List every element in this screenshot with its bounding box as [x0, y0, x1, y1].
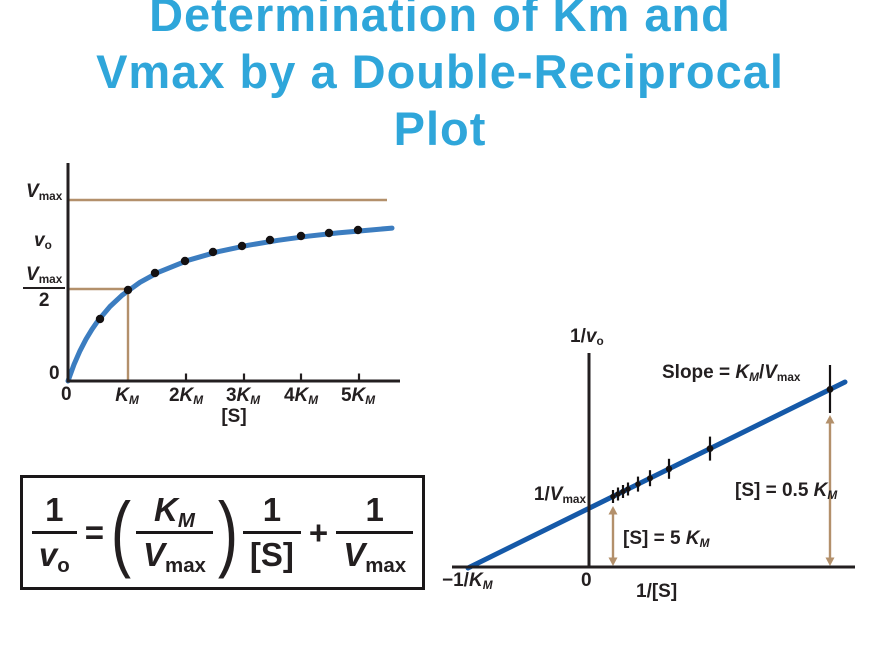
mm-origin-x-label: 0: [61, 384, 72, 405]
y-intercept-label: 1/Vmax: [533, 484, 586, 507]
eq-frac-1-over-s: 1 [S]: [242, 492, 301, 573]
lb-origin-label: 0: [581, 570, 592, 591]
mm-origin-y-label: 0: [49, 363, 60, 384]
lineweaver-burk-equation-box: 1 vo = ( KM Vmax ) 1 [S] + 1 Vmax: [20, 475, 425, 590]
mm-x-axis-ticks: [184, 373, 361, 381]
half-vmax-subscript: max: [38, 273, 63, 287]
lb-y-axis-label: 1/vo: [570, 326, 604, 349]
mm-curve: [65, 225, 395, 384]
half-vmax-reference-lines: [68, 287, 130, 380]
vmax-subscript: max: [38, 190, 63, 204]
eq-close-paren: ): [217, 484, 238, 579]
s-equals-5km-arrow: [608, 506, 618, 566]
half-vmax-axis-label: Vmax 2: [23, 264, 66, 312]
v0-axis-label: vo: [34, 230, 52, 252]
mm-axes: [66, 163, 400, 383]
title-line-1: Determination of Km and: [149, 0, 731, 41]
mm-plot-canvas: [65, 163, 400, 384]
eq-plus-sign: +: [308, 513, 329, 551]
mm-tick-3km: 3KM: [225, 385, 261, 408]
mm-tick-5km: 5KM: [340, 385, 376, 408]
title-line-2: Vmax by a Double-Reciprocal: [96, 45, 784, 98]
eq-frac-km-over-vmax: KM Vmax: [136, 492, 213, 577]
v0-subscript: o: [44, 239, 52, 253]
lb-plot-canvas: [452, 353, 855, 571]
vmax-symbol: V: [26, 181, 39, 202]
eq-equals-sign: =: [84, 513, 105, 551]
mm-data-points: [95, 225, 363, 324]
half-vmax-symbol: V: [26, 264, 39, 285]
lb-data-points: [610, 386, 834, 500]
lb-axes: [452, 353, 855, 569]
eq-frac-1-over-vmax: 1 Vmax: [336, 492, 414, 577]
mm-tick-2km: 2KM: [168, 385, 204, 408]
annotation-s-5km: [S] = 5 KM: [623, 528, 710, 551]
vmax-axis-label: Vmax: [26, 181, 62, 203]
v0-symbol: v: [34, 230, 45, 251]
mm-tick-4km: 4KM: [283, 385, 319, 408]
michaelis-menten-plot: Vmax vo Vmax 2 0 0 KM 2KM 3KM 4KM 5KM [S…: [0, 160, 440, 460]
slope-label: Slope = KM/Vmax: [662, 362, 801, 385]
double-reciprocal-plot: 1/vo Slope = KM/Vmax 1/Vmax [S] = 5 KM […: [440, 320, 880, 620]
annotation-s-half-km: [S] = 0.5 KM: [735, 480, 838, 503]
lb-x-axis-label: 1/[S]: [636, 581, 678, 602]
mm-tick-km: KM: [115, 385, 139, 408]
slide-title: Determination of Km and Vmax by a Double…: [0, 0, 880, 157]
lb-regression-line: [465, 379, 848, 571]
x-intercept-label: −1/KM: [442, 570, 493, 593]
half-vmax-denominator: 2: [38, 290, 50, 311]
s-equals-half-km-arrow: [825, 415, 835, 566]
title-line-3: Plot: [393, 102, 487, 155]
mm-x-axis-label: [S]: [221, 406, 247, 427]
eq-open-paren: (: [110, 484, 132, 579]
eq-frac-1-over-v0: 1 vo: [31, 492, 77, 577]
